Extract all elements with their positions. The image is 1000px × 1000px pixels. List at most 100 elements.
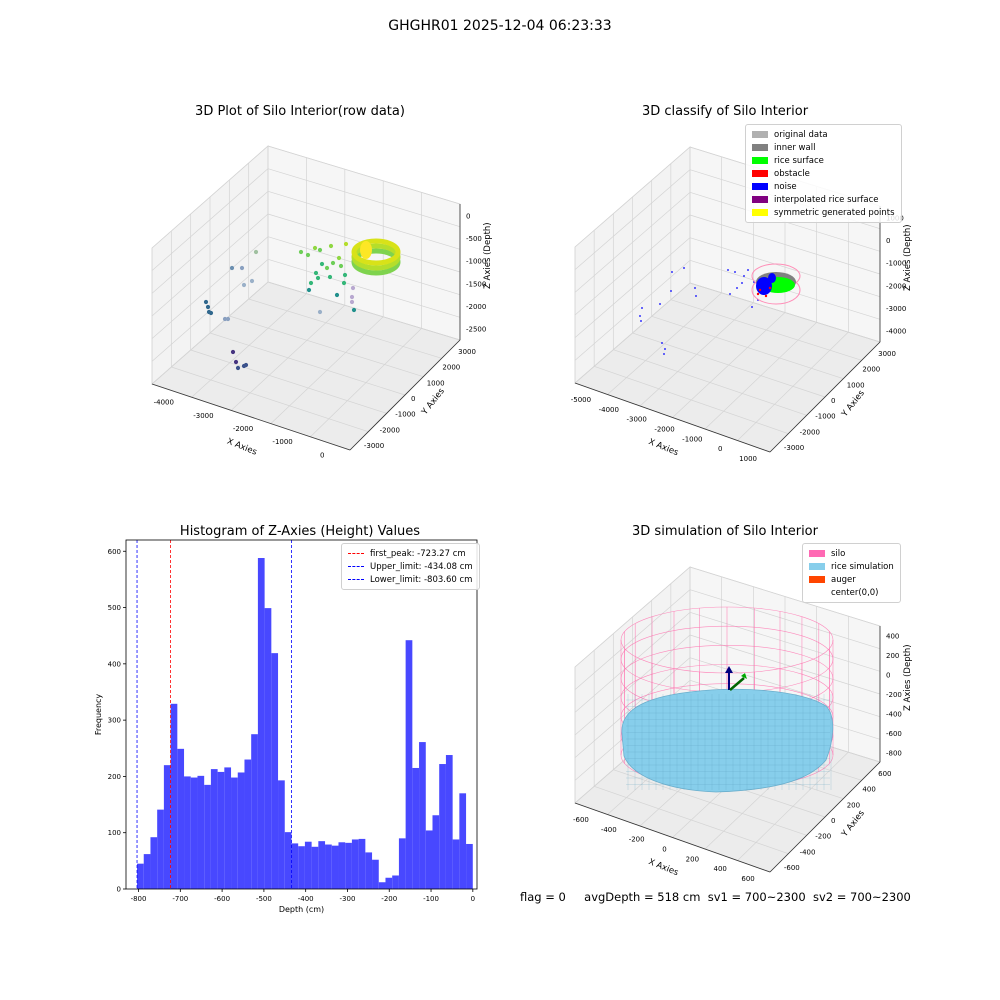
panel1-x-tick-label: -4000 xyxy=(154,399,174,407)
panel2-x-tick-label: -2000 xyxy=(654,426,674,434)
panel2-noise-point xyxy=(683,267,685,269)
panel1-scatter-point xyxy=(343,241,349,247)
panel2-noise-point xyxy=(729,293,731,295)
panel2-noise-cluster xyxy=(768,273,776,283)
panel1-y-tick-label: -3000 xyxy=(364,442,384,450)
panel2-legend-entry: original data xyxy=(752,128,895,141)
panel1-grid-z-back xyxy=(267,281,461,341)
panel2-legend-swatch xyxy=(752,183,768,190)
panel2-noise-point xyxy=(659,303,661,305)
panel1-scatter-point xyxy=(313,270,319,276)
panel2-title: 3D classify of Silo Interior xyxy=(641,104,809,119)
panel3-histogram-bar xyxy=(184,776,191,889)
panel3-histogram-bar xyxy=(224,767,232,889)
panel2-obstacle-point xyxy=(768,286,772,290)
panel3-x-tick-label: 0 xyxy=(471,895,475,903)
panel1-scatter-point xyxy=(241,282,247,288)
panel4-y-tick-label: -200 xyxy=(815,833,831,841)
panel4-x-tick-label: 400 xyxy=(714,865,727,873)
panel1-scatter-point xyxy=(208,310,214,316)
panel2-legend-label: rice surface xyxy=(774,155,824,166)
panel4-y-tick-label: 200 xyxy=(847,801,860,809)
panel4-center-arrow-z xyxy=(725,666,733,673)
panel4-y-tick-label: -600 xyxy=(784,864,800,872)
panel3-histogram-bar xyxy=(311,846,319,889)
panel3-histogram-bar xyxy=(204,784,211,889)
panel1-scatter-point xyxy=(229,265,235,271)
panel4-x-tick-label: 0 xyxy=(662,846,666,854)
panel4-legend-label: auger xyxy=(831,574,856,585)
panel2-legend-swatch xyxy=(752,157,768,164)
panel2-legend-swatch xyxy=(752,196,768,203)
panel4-title: 3D simulation of Silo Interior xyxy=(632,524,818,539)
panel4-grid-z-back xyxy=(689,566,881,627)
panel3-x-tick-label: -600 xyxy=(214,895,230,903)
panel1-x-tick-label: -1000 xyxy=(272,438,292,446)
panel1-scatter-point xyxy=(328,243,334,249)
panel4-z-axis-label: Z Axies (Depth) xyxy=(903,644,913,711)
panel2-noise-point xyxy=(747,269,749,271)
panel2-legend-entry: obstacle xyxy=(752,167,895,180)
panel2-noise-point xyxy=(670,290,672,292)
panel4-legend-swatch xyxy=(809,550,825,557)
panel1-scatter-point xyxy=(203,299,209,305)
panel3-histogram-bar xyxy=(217,771,225,889)
panel3-legend-label: Upper_limit: -434.08 cm xyxy=(370,561,473,572)
panel2-grid-z-left xyxy=(574,146,691,248)
panel2-z-tick-label: -3000 xyxy=(886,305,906,313)
panel1-grid-z-left xyxy=(151,236,269,339)
panel3-histogram-bar xyxy=(466,843,473,889)
panel1-ring-highlight xyxy=(360,241,372,259)
panel3-histogram-bar xyxy=(425,830,433,889)
panel3-histogram-bar xyxy=(291,843,299,889)
panel3-histogram-bar xyxy=(251,734,258,889)
panel3-y-axis-label: Frequency xyxy=(94,694,103,736)
panel1-scatter-point xyxy=(241,363,247,369)
panel3-histogram-bar xyxy=(331,845,339,889)
panel4-grid-y xyxy=(613,769,807,836)
panel2-grid-z-left xyxy=(574,260,691,361)
panel2-noise-point xyxy=(695,295,697,297)
panel2-noise-point xyxy=(727,269,729,271)
panel1-x-tick-label: -3000 xyxy=(193,412,213,420)
panel3-histogram: -800 -700 -600 -500 -400 -300 -200 -100 0 0 100 200… xyxy=(94,539,478,914)
panel3-x-tick-label: -200 xyxy=(381,895,397,903)
panel1-grid-z-left xyxy=(151,213,269,317)
panel2-y-axis-label: Y Axies xyxy=(839,388,867,420)
panel4-grid-y xyxy=(594,786,789,854)
panel4-grid-z-back xyxy=(689,611,881,672)
panel1-y-tick-label: 2000 xyxy=(442,364,460,372)
panel2-noise-point xyxy=(641,307,643,309)
panel2-noise-point xyxy=(664,348,666,350)
panel1-y-tick-label: 0 xyxy=(411,395,415,403)
panel1-grid-y xyxy=(248,298,442,359)
panel3-histogram-bar xyxy=(304,841,312,889)
panel3-legend-line xyxy=(348,553,364,554)
panel2-x-tick-label: -3000 xyxy=(626,416,646,424)
panel3-histogram-bar xyxy=(163,765,171,889)
status-sv1: sv1 = 700~2300 xyxy=(707,890,806,904)
panel3-histogram-bar xyxy=(325,844,332,889)
panel1-scatter-point xyxy=(205,304,211,310)
panel1-z-tick-label: -1500 xyxy=(466,280,486,288)
panel3-y-tick-label: 200 xyxy=(108,773,121,781)
panel3-histogram-bar xyxy=(278,780,285,889)
panel2-obstacle-point xyxy=(758,288,762,292)
panel3-legend-entry: Lower_limit: -803.60 cm xyxy=(348,573,473,586)
panel3-y-tick-label: 400 xyxy=(108,660,121,668)
panel2-noise-point xyxy=(671,271,673,273)
panel3-histogram-bar xyxy=(351,839,359,889)
panel3-histogram-bar xyxy=(432,815,440,889)
panel3-y-tick-label: 500 xyxy=(108,604,121,612)
panel2-grid-y xyxy=(651,316,844,379)
panel1-grid-z-back xyxy=(267,168,461,228)
panel3-histogram-bar xyxy=(197,775,205,889)
panel2-legend-label: interpolated rice surface xyxy=(774,194,879,205)
panel4-grid-z-left xyxy=(574,589,691,690)
panel2-y-tick-label: -1000 xyxy=(815,413,835,421)
panel1-grid-z-left xyxy=(151,145,269,249)
status-sv2: sv2 = 700~2300 xyxy=(812,890,911,904)
panel3-histogram-bar xyxy=(412,767,420,889)
panel2-z-tick-label: -4000 xyxy=(886,328,906,336)
panel2-y-tick-label: -3000 xyxy=(784,444,804,452)
